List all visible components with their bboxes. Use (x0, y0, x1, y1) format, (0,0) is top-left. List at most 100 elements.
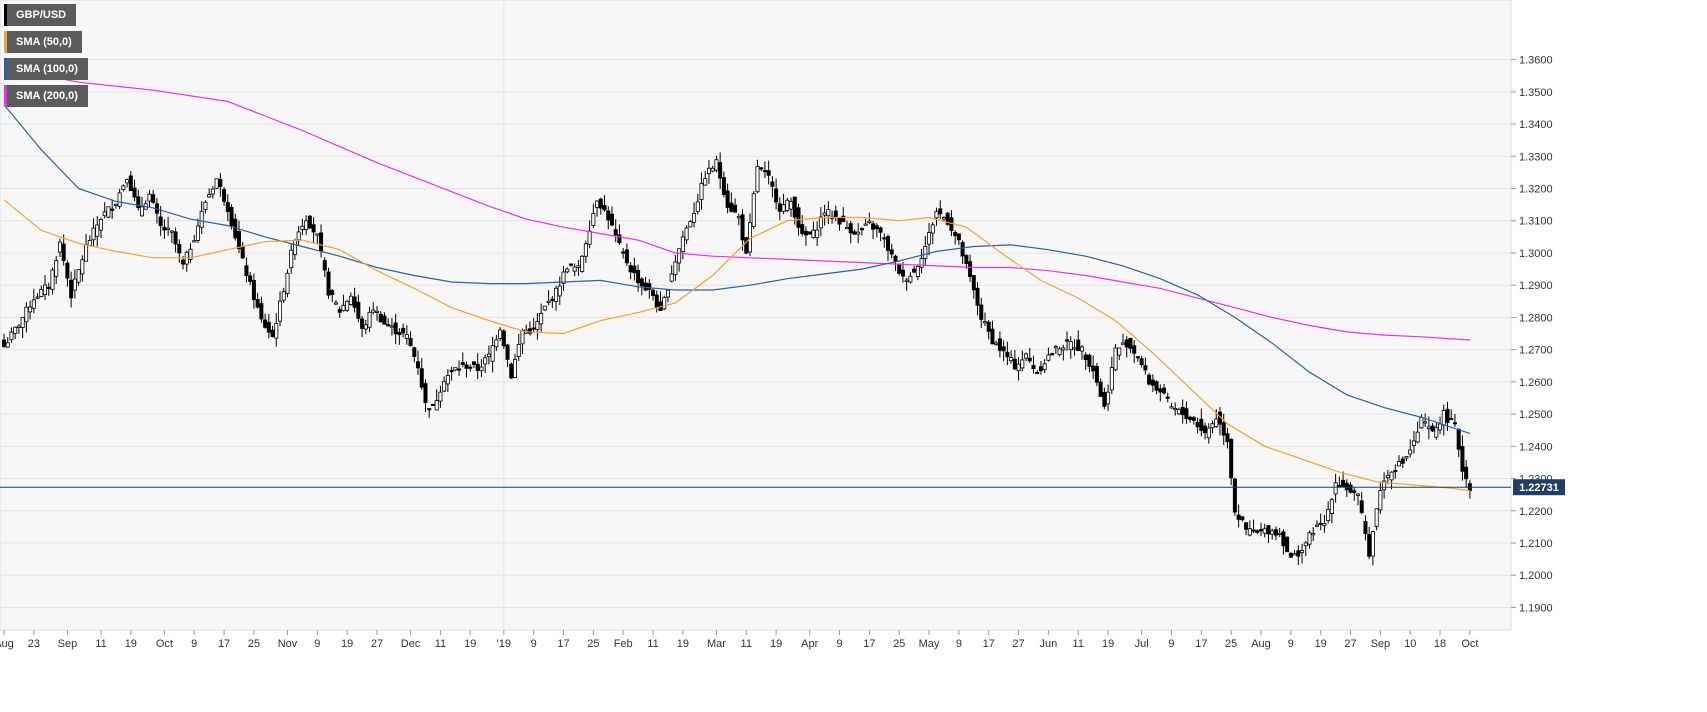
x-tick-label: 17 (218, 638, 230, 650)
candle-body (598, 198, 603, 209)
candle-body (703, 178, 708, 186)
x-tick-label: Sep (58, 638, 78, 650)
candle-body (889, 249, 894, 255)
candle-body (1438, 423, 1443, 431)
candle-body (57, 241, 62, 253)
candle-body (695, 201, 700, 212)
candle-body (1329, 499, 1334, 514)
sma-50-line (3, 199, 1470, 492)
candle-body (800, 224, 805, 234)
candle-body (1128, 337, 1133, 349)
candle-body (960, 242, 965, 257)
candle-body (568, 263, 573, 266)
candle-body (628, 265, 633, 273)
candle-body (240, 245, 245, 259)
candle-body (733, 204, 738, 213)
candle-body (1024, 353, 1029, 359)
candle-body (1464, 466, 1469, 480)
x-tick-label: 27 (1344, 638, 1356, 650)
legend-item-sma200[interactable]: SMA (200,0) (4, 85, 88, 107)
candle-body (1087, 354, 1092, 367)
candle-body (1199, 418, 1204, 431)
candle-body (587, 230, 592, 245)
candle-body (9, 331, 14, 341)
y-tick-label: 1.2900 (1519, 280, 1553, 292)
candle-body (1449, 417, 1454, 420)
candle-body (1053, 346, 1058, 349)
x-tick-label: 11 (95, 638, 106, 650)
candle-body (591, 213, 596, 226)
candle-body (76, 269, 81, 283)
x-tick-label: 19 (464, 638, 476, 650)
candle-body (1188, 416, 1193, 420)
candle-body (1180, 406, 1185, 416)
candle-body (595, 200, 600, 208)
y-tick-label: 1.3600 (1519, 55, 1553, 67)
candle-body (1348, 484, 1353, 493)
x-tick-label: 17 (983, 638, 995, 650)
candle-body (203, 201, 208, 210)
candle-body (1318, 522, 1323, 526)
x-tick-label: Dec (401, 638, 421, 650)
candle-body (878, 227, 883, 233)
x-tick-label: 9 (956, 638, 962, 650)
candle-body (393, 322, 398, 335)
candle-body (1098, 381, 1103, 397)
candle-body (1076, 339, 1081, 352)
candle-body (401, 327, 406, 334)
candle-body (1460, 446, 1465, 472)
x-tick-label: 9 (1168, 638, 1174, 650)
candle-body (565, 268, 570, 273)
candle-body (520, 329, 525, 345)
candle-body (912, 268, 917, 273)
legend-item-sma50[interactable]: SMA (50,0) (4, 31, 82, 53)
candle-body (692, 212, 697, 223)
candle-body (994, 342, 999, 345)
y-tick-label: 1.3200 (1519, 184, 1553, 196)
candle-body (1393, 470, 1398, 473)
candle-body (856, 231, 861, 235)
candle-body (416, 361, 421, 369)
legend-item-gbpusd[interactable]: GBP/USD (4, 4, 77, 26)
candle-body (1113, 347, 1118, 371)
x-tick-label: 9 (531, 638, 537, 650)
candle-body (1259, 529, 1264, 532)
candle-body (956, 233, 961, 241)
candle-body (236, 231, 241, 250)
candle-body (714, 159, 719, 171)
candle-body (844, 227, 849, 230)
candle-body (796, 207, 801, 228)
candle-body (408, 338, 413, 347)
candle-body (1165, 396, 1170, 399)
candle-body (121, 185, 126, 190)
candle-body (1150, 379, 1155, 386)
candle-body (505, 344, 510, 360)
candle-body (1244, 522, 1249, 530)
y-tick-label: 1.2700 (1519, 345, 1553, 357)
legend-item-sma100[interactable]: SMA (100,0) (4, 58, 88, 80)
plot-area (0, 0, 1512, 631)
candle-body (427, 408, 432, 411)
candle-body (91, 227, 96, 241)
candle-body (319, 232, 324, 252)
candle-body (643, 282, 648, 291)
legend-label-sma200: SMA (200,0) (16, 90, 78, 102)
candle-body (263, 319, 268, 328)
x-tick-label: Aug (0, 638, 14, 650)
y-tick-label: 1.3000 (1519, 248, 1553, 260)
candle-body (535, 321, 540, 330)
candle-body (1389, 471, 1394, 481)
x-tick-label: 11 (741, 638, 752, 650)
candle-body (1352, 490, 1357, 493)
candle-body (341, 304, 346, 312)
x-tick-label: 9 (836, 638, 842, 650)
candle-body (1281, 531, 1286, 547)
x-tick-label: 17 (863, 638, 875, 650)
candle-body (662, 297, 667, 310)
y-tick-label: 1.3500 (1519, 87, 1553, 99)
candle-body (1374, 508, 1379, 527)
candle-body (1094, 365, 1099, 383)
candle-body (1042, 363, 1047, 371)
candle-body (803, 230, 808, 236)
